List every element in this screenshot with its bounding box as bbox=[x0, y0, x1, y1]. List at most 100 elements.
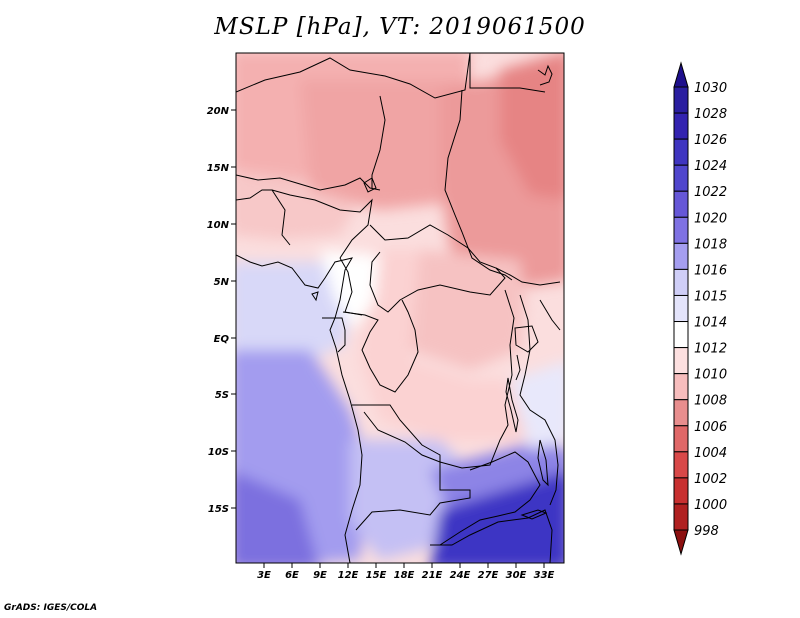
lake-kariba bbox=[520, 509, 548, 520]
colorbar-swatch bbox=[673, 86, 689, 114]
border-chad-sudan bbox=[444, 89, 513, 281]
lat-label: 15S bbox=[208, 504, 229, 515]
coastline-west-africa bbox=[236, 254, 363, 563]
border-gabon bbox=[322, 317, 346, 353]
lon-label: 21E bbox=[422, 570, 443, 581]
border-west-sahel bbox=[236, 189, 291, 246]
lat-label: 20N bbox=[207, 106, 230, 117]
colorbar-label: 1024 bbox=[694, 159, 727, 174]
border-nigeria bbox=[271, 189, 373, 259]
boundaries bbox=[236, 53, 561, 563]
lake-victoria bbox=[514, 325, 539, 353]
colorbar-label: 1010 bbox=[694, 368, 727, 383]
red-sea-coast bbox=[537, 64, 553, 86]
colorbar-label: 998 bbox=[694, 524, 719, 539]
border-east-africa bbox=[519, 294, 559, 506]
colorbar-label: 1008 bbox=[694, 394, 727, 409]
colorbar-swatch bbox=[673, 451, 689, 479]
lake-tanganyika bbox=[505, 377, 519, 433]
border-sudan-south bbox=[495, 267, 561, 286]
region-congo-basin bbox=[360, 250, 560, 440]
colorbar-label: 1020 bbox=[694, 211, 727, 226]
lake-chad bbox=[363, 177, 377, 193]
lon-label: 12E bbox=[338, 570, 359, 581]
colorbar-swatch bbox=[673, 190, 689, 218]
colorbar-label: 1026 bbox=[694, 133, 727, 148]
latitude-axis: 20N 15N 10N 5N EQ 5S 10S 15S bbox=[207, 106, 236, 515]
colorbar-label: 1014 bbox=[694, 316, 727, 331]
colorbar-swatch bbox=[673, 268, 689, 296]
lon-label: 3E bbox=[257, 570, 271, 581]
colorbar-swatch bbox=[673, 347, 689, 375]
colorbar-swatch bbox=[673, 294, 689, 323]
lat-label: 5N bbox=[214, 277, 230, 288]
colorbar-swatch bbox=[673, 425, 689, 453]
border-drc-east bbox=[363, 289, 515, 469]
lon-label: 18E bbox=[394, 570, 415, 581]
colorbar-label: 1012 bbox=[694, 342, 727, 357]
border-car bbox=[369, 224, 506, 313]
border-southern bbox=[430, 509, 553, 563]
colorbar-label: 1015 bbox=[694, 289, 727, 304]
colorbar-label: 1016 bbox=[694, 263, 727, 278]
lake-malawi bbox=[537, 439, 549, 487]
lon-label: 15E bbox=[366, 570, 387, 581]
border-sudan-north bbox=[469, 53, 546, 93]
border-cameroon bbox=[339, 257, 363, 316]
border-mali-niger bbox=[236, 174, 381, 191]
lon-label: 9E bbox=[313, 570, 327, 581]
lat-label: 10S bbox=[208, 447, 229, 458]
colorbar-swatch bbox=[673, 164, 689, 192]
region-central-sahara bbox=[300, 80, 470, 210]
colorbar-label: 1000 bbox=[694, 498, 727, 513]
border-zambia bbox=[430, 451, 541, 546]
colorbar-swatch bbox=[673, 216, 689, 244]
credit-text: GrADS: IGES/COLA bbox=[4, 603, 98, 613]
region-nile-low bbox=[500, 53, 564, 200]
island-bioko bbox=[311, 291, 319, 302]
colorbar-label: 1030 bbox=[694, 81, 727, 96]
lon-label: 24E bbox=[450, 570, 471, 581]
colorbar-label: 1004 bbox=[694, 446, 727, 461]
lat-label: 5S bbox=[215, 390, 229, 401]
lon-label: 30E bbox=[506, 570, 527, 581]
region-southern-africa-high bbox=[431, 471, 564, 563]
plot-frame bbox=[235, 52, 565, 564]
region-southwest-ocean bbox=[236, 472, 318, 563]
colorbar-swatch bbox=[673, 477, 689, 505]
colorbar-bottom-arrow bbox=[673, 529, 689, 556]
colorbar-label: 1022 bbox=[694, 185, 727, 200]
colorbar-swatch bbox=[673, 138, 689, 166]
lat-label: 15N bbox=[207, 163, 230, 174]
longitude-axis: 3E 6E 9E 12E 15E 18E 21E 24E 27E 30E 33E bbox=[257, 563, 555, 581]
border-sahara-north bbox=[236, 53, 471, 99]
colorbar-label: 1002 bbox=[694, 472, 727, 487]
lat-label: EQ bbox=[214, 334, 230, 345]
colorbar-swatch bbox=[673, 242, 689, 270]
lake-albert bbox=[515, 354, 521, 381]
region-white-band bbox=[320, 250, 380, 330]
map-title: MSLP [hPa], VT: 2019061500 bbox=[214, 14, 586, 40]
colorbar-label: 1028 bbox=[694, 107, 727, 122]
colorbar-label: 1006 bbox=[694, 420, 727, 435]
colorbar: 1030 1028 1026 1024 1022 1020 1018 1016 1015 1014… bbox=[673, 61, 727, 556]
region-east-africa-pale bbox=[510, 362, 564, 450]
pressure-field bbox=[236, 53, 564, 563]
colorbar-swatch bbox=[673, 112, 689, 140]
colorbar-top-arrow bbox=[673, 61, 689, 88]
colorbar-swatch bbox=[673, 321, 689, 349]
lon-label: 33E bbox=[534, 570, 555, 581]
lon-label: 6E bbox=[285, 570, 299, 581]
border-ethiopia bbox=[539, 299, 561, 331]
colorbar-swatch bbox=[673, 373, 689, 401]
border-angola bbox=[352, 404, 471, 531]
border-congo bbox=[342, 299, 419, 393]
colorbar-swatch bbox=[673, 503, 689, 531]
colorbar-swatch bbox=[673, 399, 689, 427]
colorbar-label: 1018 bbox=[694, 237, 727, 252]
region-gulf-of-guinea bbox=[236, 262, 350, 360]
lon-label: 27E bbox=[478, 570, 499, 581]
lat-label: 10N bbox=[207, 220, 230, 231]
region-lake-region bbox=[400, 250, 525, 370]
